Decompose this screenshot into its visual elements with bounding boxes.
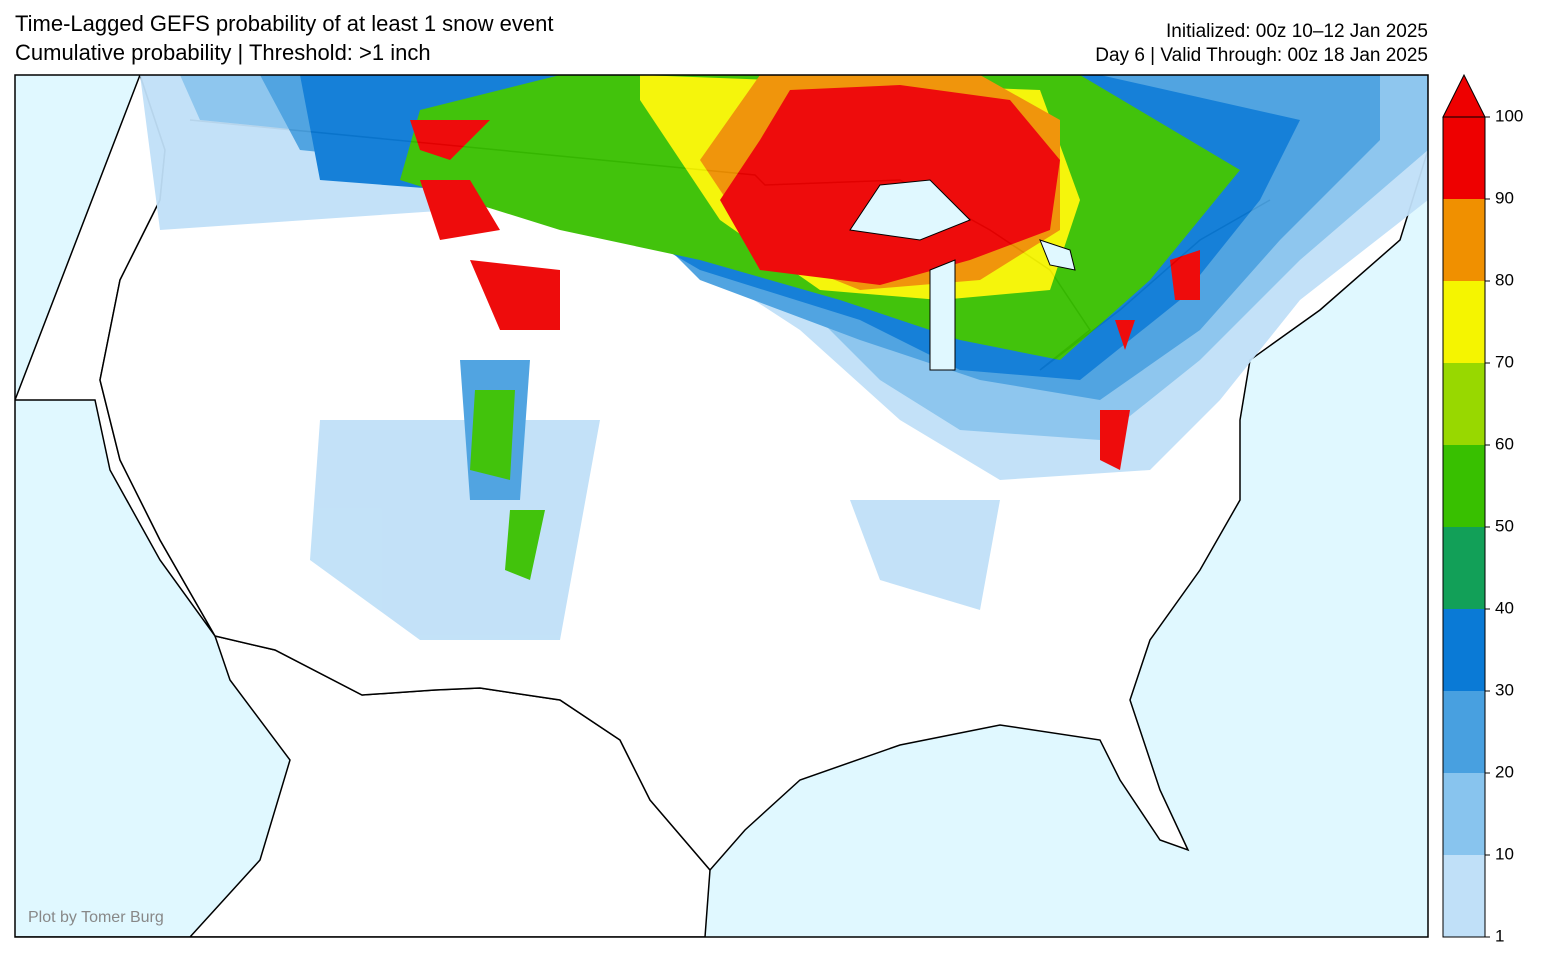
- colorbar-segment: [1443, 445, 1485, 527]
- colorbar-tick-label: 40: [1495, 598, 1514, 617]
- colorbar-tick-label: 80: [1495, 270, 1514, 289]
- colorbar-segment: [1443, 691, 1485, 773]
- colorbar-segment: [1443, 855, 1485, 937]
- map-frame: [14, 74, 1429, 938]
- title: Time-Lagged GEFS probability of at least…: [15, 11, 553, 36]
- colorbar-extend: [1442, 73, 1486, 118]
- probability-fill: [140, 75, 1428, 640]
- colorbar-segment: [1443, 773, 1485, 855]
- map: [14, 74, 1429, 938]
- colorbar-tick-label: 10: [1495, 844, 1514, 863]
- colorbar-tick-label: 60: [1495, 434, 1514, 453]
- colorbar-segment: [1443, 527, 1485, 609]
- subtitle: Cumulative probability | Threshold: >1 i…: [15, 40, 431, 65]
- valid-time: Day 6 | Valid Through: 00z 18 Jan 2025: [1095, 45, 1428, 66]
- colorbar-tick-label: 20: [1495, 762, 1514, 781]
- colorbar-tick-label: 1: [1495, 926, 1504, 945]
- colorbar-tick-label: 100: [1495, 106, 1523, 125]
- lake: [849, 179, 1076, 371]
- colorbar: 1 10 20 30 40 50 60 70 80 90 100: [1442, 73, 1523, 945]
- colorbar-segment: [1443, 609, 1485, 691]
- colorbar-tick-label: 70: [1495, 352, 1514, 371]
- colorbar-segment: [1443, 199, 1485, 281]
- colorbar-segment: [1443, 281, 1485, 363]
- colorbar-tick-label: 90: [1495, 188, 1514, 207]
- colorbar-segment: [1443, 117, 1485, 199]
- colorbar-tick-label: 50: [1495, 516, 1514, 535]
- credit: Plot by Tomer Burg: [28, 909, 164, 926]
- initialized: Initialized: 00z 10–12 Jan 2025: [1166, 21, 1428, 42]
- colorbar-tick-label: 30: [1495, 680, 1514, 699]
- colorbar-segment: [1443, 363, 1485, 445]
